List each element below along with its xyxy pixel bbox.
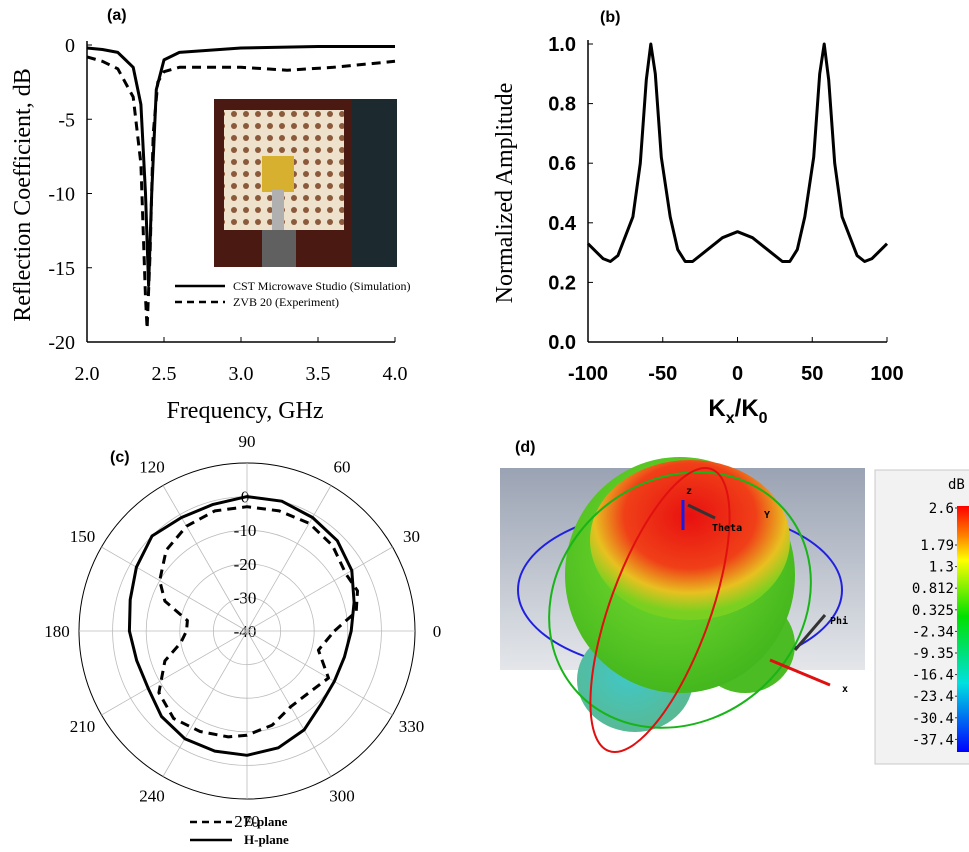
y-tick-label: 1.0 (548, 34, 576, 56)
panel-label: (a) (107, 7, 127, 24)
angle-tick-label: 180 (44, 622, 70, 641)
colorbar-tick-label: 0.325 (912, 603, 954, 619)
colorbar-tick-label: -30.4 (912, 711, 954, 727)
x-axis-label: Frequency, GHz (166, 398, 323, 424)
angle-tick-label: 150 (70, 527, 96, 546)
colorbar-unit: dB (948, 477, 965, 493)
panel-label: (d) (515, 439, 535, 456)
y-tick-label: 0.0 (548, 332, 576, 354)
x-tick-label: 4.0 (383, 363, 408, 385)
colorbar-tick-label: 1.79 (920, 538, 954, 554)
colorbar-panel (874, 469, 969, 765)
inset-photo (214, 99, 397, 267)
x-tick-label: 50 (801, 363, 823, 385)
x-tick-label: 3.0 (229, 363, 254, 385)
data-line (86, 45, 395, 288)
y-tick-label: -20 (48, 332, 75, 354)
angle-tick-label: 30 (403, 527, 420, 546)
y-tick-label: -15 (48, 258, 75, 280)
grid-spoke (162, 630, 248, 777)
panel-label: (c) (110, 449, 130, 466)
colorbar-tick-label: -16.4 (912, 668, 954, 684)
r-tick-label: -20 (234, 555, 257, 574)
data-line (586, 42, 889, 263)
angle-tick-label: 90 (239, 432, 256, 451)
radiation-pattern-3d: z Y Theta Phi x (500, 457, 865, 753)
x-tick-label: -100 (568, 363, 608, 385)
y-tick-label: -5 (58, 109, 75, 131)
x-tick-label: 100 (870, 363, 903, 385)
x-tick-label: 2.0 (75, 363, 100, 385)
y-tick-label: 0.8 (548, 94, 576, 116)
colorbar-tick-label: 0.812 (912, 581, 954, 597)
grid-spoke (101, 546, 248, 632)
angle-tick-label: 210 (70, 717, 96, 736)
grid-spoke (246, 630, 332, 777)
colorbar-tick-label: -9.35 (912, 646, 954, 662)
annotation: z (686, 486, 692, 497)
grid-spoke (246, 485, 332, 632)
legend-label: ZVB 20 (Experiment) (233, 295, 339, 309)
angle-tick-label: 330 (399, 717, 425, 736)
grid-spoke (246, 546, 393, 632)
colorbar-tick-label: 2.6 (929, 501, 954, 517)
colorbar-tick-label: -23.4 (912, 689, 954, 705)
angle-tick-label: 240 (139, 787, 165, 806)
y-tick-label: 0.6 (548, 153, 576, 175)
legend-label: E-plane (244, 814, 288, 829)
grid-spoke (101, 630, 248, 716)
y-axis-label: Reflection Coefficient, dB (10, 68, 36, 322)
annotation: Theta (712, 523, 742, 534)
legend-label: H-plane (244, 832, 289, 847)
y-tick-label: -10 (48, 184, 75, 206)
x-tick-label: 3.5 (306, 363, 331, 385)
r-tick-label: -10 (234, 521, 257, 540)
x-tick-label: 0 (732, 363, 743, 385)
annotation: x (842, 684, 848, 695)
angle-tick-label: 270 (234, 812, 260, 831)
y-tick-label: 0.2 (548, 272, 576, 294)
angle-tick-label: 120 (139, 457, 165, 476)
data-line (86, 55, 396, 331)
colorbar-tick-label: -2.34 (912, 624, 954, 640)
colorbar-tick-label: -37.4 (912, 732, 954, 748)
polar-line (157, 505, 359, 739)
r-tick-label: -30 (234, 588, 257, 607)
annotation: Y (764, 510, 770, 521)
panel-label: (b) (600, 9, 620, 26)
colorbar-tick-label: 1.3 (929, 560, 954, 576)
polar-line (127, 495, 356, 757)
legend-label: CST Microwave Studio (Simulation) (233, 279, 410, 293)
grid-spoke (246, 630, 393, 716)
angle-tick-label: 300 (329, 787, 355, 806)
angle-tick-label: 0 (433, 622, 442, 641)
x-tick-label: -50 (648, 363, 677, 385)
y-tick-label: 0.4 (548, 213, 577, 235)
y-axis-label: Normalized Amplitude (492, 83, 518, 304)
colorbar (957, 506, 969, 752)
grid-spoke (162, 485, 248, 632)
annotation: Phi (830, 615, 848, 627)
y-tick-label: 0 (65, 35, 75, 57)
x-tick-label: 2.5 (152, 363, 177, 385)
x-axis-label: Kx/K0 (708, 395, 767, 427)
angle-tick-label: 60 (334, 457, 351, 476)
